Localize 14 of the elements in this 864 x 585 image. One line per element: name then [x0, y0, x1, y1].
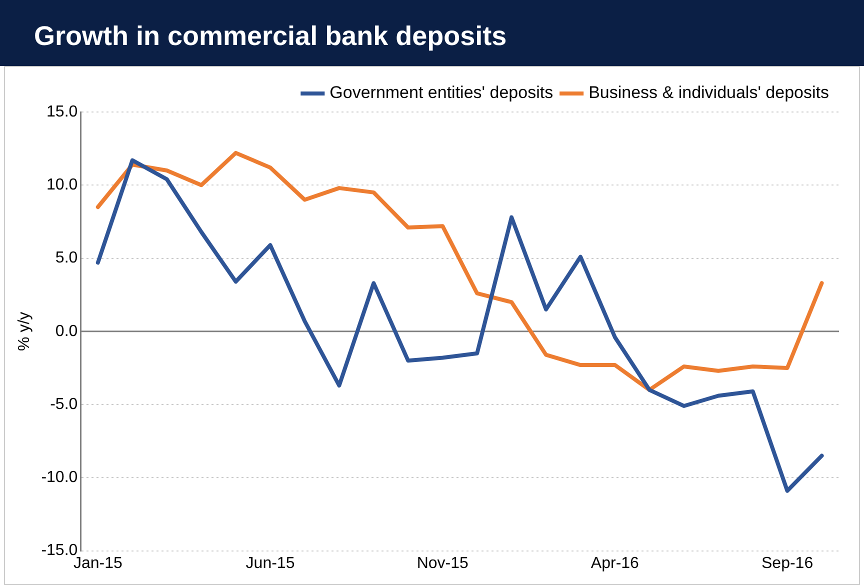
y-tick-label: 5.0	[55, 250, 78, 267]
y-tick-label: 15.0	[46, 103, 78, 120]
x-tick-label: Jun-15	[246, 554, 295, 572]
y-tick-label: -5.0	[50, 396, 78, 413]
x-tick-label: Nov-15	[416, 554, 468, 572]
legend-label: Business & individuals' deposits	[588, 83, 830, 102]
y-axis-title: % y/y	[16, 312, 34, 351]
chart-title: Growth in commercial bank deposits	[0, 0, 864, 66]
y-tick-label: 10.0	[46, 176, 78, 194]
legend-label: Government entities' deposits	[330, 83, 554, 102]
x-tick-label: Apr-16	[590, 554, 640, 572]
y-tick-label: -10.0	[41, 469, 78, 486]
x-tick-label: Sep-16	[762, 554, 814, 572]
y-tick-label: 0.0	[55, 322, 78, 340]
